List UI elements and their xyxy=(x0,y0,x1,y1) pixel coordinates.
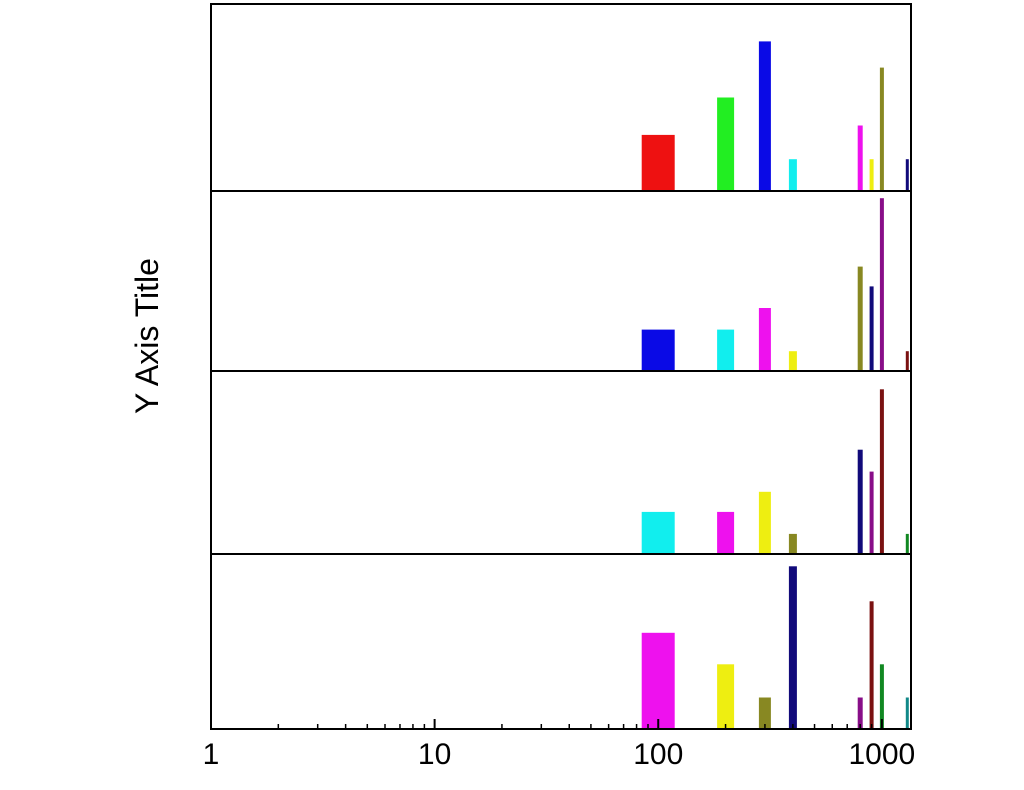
bar-panel1-2 xyxy=(717,97,735,191)
bar-panel4-4 xyxy=(788,566,797,730)
bar-panel4-5 xyxy=(857,697,863,729)
x-axis: 1 10 100 1000 xyxy=(203,719,915,771)
bar-panel1-1 xyxy=(641,134,675,191)
bar-panel3-4 xyxy=(788,533,797,554)
bar-panel4-1 xyxy=(641,632,675,730)
chart-panels xyxy=(210,3,912,730)
bar-panel2-8 xyxy=(905,351,909,371)
bar-panel3-6 xyxy=(869,471,874,554)
panel-1 xyxy=(210,3,912,192)
y-axis-title: Y Axis Title xyxy=(129,258,165,414)
x-tick-label-1: 1 xyxy=(203,738,220,771)
bar-panel2-3 xyxy=(758,308,771,371)
bar-panel3-5 xyxy=(857,449,863,554)
bar-panel2-6 xyxy=(869,286,874,371)
bar-panel4-6 xyxy=(869,601,874,730)
bar-panel3-2 xyxy=(717,511,735,554)
x-tick-label-1000: 1000 xyxy=(848,738,915,771)
panel-frame-2 xyxy=(210,190,912,372)
bar-panel1-7 xyxy=(879,67,884,191)
bar-panel2-1 xyxy=(641,329,675,371)
bar-panel3-3 xyxy=(758,491,771,554)
bar-panel3-8 xyxy=(905,533,909,554)
bar-panel4-2 xyxy=(717,664,735,730)
bar-panel1-8 xyxy=(905,159,909,191)
panel-frame-1 xyxy=(210,3,912,192)
bar-panel1-3 xyxy=(758,41,771,192)
panel-frame-4 xyxy=(210,553,912,730)
x-tick-label-100: 100 xyxy=(633,738,683,771)
bar-panel3-1 xyxy=(641,511,675,554)
panel-4 xyxy=(210,553,912,730)
panel-2 xyxy=(210,190,912,372)
bar-panel4-3 xyxy=(758,697,771,729)
bar-panel2-2 xyxy=(717,329,735,371)
bar-panel1-4 xyxy=(788,159,797,191)
bar-panel3-7 xyxy=(879,389,884,554)
bar-panel2-5 xyxy=(857,266,863,371)
bar-panel1-6 xyxy=(869,159,874,191)
x-tick-label-10: 10 xyxy=(418,738,451,771)
bar-panel1-5 xyxy=(857,125,863,191)
bar-panel4-7 xyxy=(879,664,884,730)
bar-panel2-7 xyxy=(879,198,884,371)
panel-frame-3 xyxy=(210,370,912,555)
bar-panel4-8 xyxy=(905,697,909,729)
bar-panel2-4 xyxy=(788,351,797,371)
panel-3 xyxy=(210,370,912,555)
